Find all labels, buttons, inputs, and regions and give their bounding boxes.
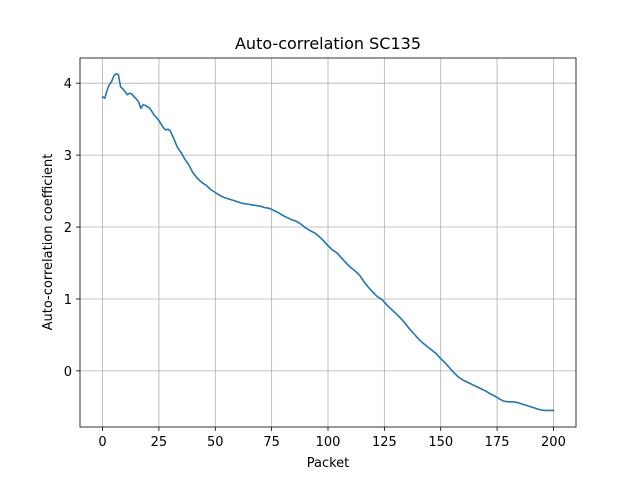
y-tick-label: 1	[64, 293, 72, 308]
grid	[80, 58, 576, 427]
x-axis-label: Packet	[307, 456, 350, 471]
y-tick-label: 0	[64, 365, 72, 380]
x-tick-label: 25	[151, 435, 168, 450]
y-tick-label: 2	[64, 221, 72, 236]
series-line	[101, 73, 555, 412]
x-tick-label: 100	[316, 435, 341, 450]
y-axis-label: Auto-correlation coefficient	[41, 154, 56, 331]
x-tick-label: 175	[485, 435, 510, 450]
x-tick-label: 0	[98, 435, 106, 450]
y-tick-label: 4	[64, 77, 72, 92]
y-tick-label: 3	[64, 149, 72, 164]
x-axis-ticks: 0 25 50 75 100 125 150 175 200	[98, 427, 566, 450]
x-tick-label: 50	[207, 435, 224, 450]
x-tick-label: 200	[541, 435, 566, 450]
y-axis-ticks: 0 1 2 3 4	[64, 77, 80, 380]
x-tick-label: 150	[428, 435, 453, 450]
x-tick-label: 125	[372, 435, 397, 450]
x-tick-label: 75	[263, 435, 280, 450]
series-layer	[101, 73, 555, 412]
chart-title: Auto-correlation SC135	[235, 34, 421, 53]
